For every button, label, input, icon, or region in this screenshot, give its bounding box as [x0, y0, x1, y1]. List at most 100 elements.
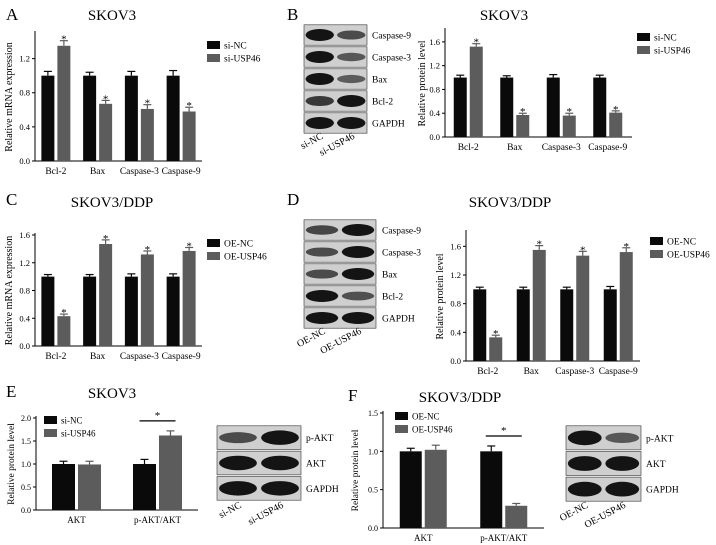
significance-star: *: [537, 239, 543, 251]
bar: [57, 316, 71, 346]
blot-band: [219, 432, 257, 444]
blot-row-label: AKT: [306, 460, 326, 470]
panel-letter-d: D: [287, 190, 299, 209]
blot-band: [605, 432, 640, 444]
chart-title-f: SKOV3/DDP: [419, 390, 502, 406]
y-tick-label: 0.5: [368, 486, 378, 495]
y-tick-label: 1.5: [368, 409, 378, 418]
bar: [124, 276, 138, 346]
y-tick-label: 0.0: [19, 156, 30, 166]
significance-star: *: [61, 34, 67, 46]
blot-band: [337, 30, 366, 40]
bar: [473, 289, 487, 361]
blots-layer: Caspase-9 Caspase-3 Bax Bcl-2 GAPDH si-NC si-U…: [216, 24, 679, 531]
x-tick-label: Caspase-9: [162, 167, 201, 177]
blot-row-label: p-AKT: [646, 434, 674, 444]
y-tick-label: 1.2: [19, 54, 30, 64]
significance-star: *: [493, 328, 499, 340]
chart-c: 0.0 0.4 0.8 1.2 1.6 Relative mRNA expression *…: [4, 230, 267, 362]
significance-star: *: [580, 244, 586, 256]
legend-swatch: [395, 412, 408, 420]
y-axis-label: Relative mRNA expression: [4, 42, 15, 151]
bar: [52, 464, 75, 510]
blot-band: [341, 246, 375, 258]
chart-title-e: SKOV3: [88, 386, 136, 402]
legend-swatch: [637, 33, 650, 41]
y-tick-label: 0.0: [450, 356, 461, 366]
bar: [469, 46, 483, 138]
legend-label: si-USP46: [654, 47, 691, 57]
y-tick-label: 0.0: [429, 132, 440, 142]
significance-star: *: [567, 106, 573, 118]
significance-star: *: [61, 307, 67, 319]
x-tick-label: Caspase-3: [542, 143, 581, 153]
significance-star: *: [103, 93, 109, 105]
blot-band: [567, 481, 602, 497]
x-tick-label: Bax: [90, 167, 106, 177]
blot-row-label: Bcl-2: [372, 98, 393, 108]
bar: [576, 255, 590, 361]
blot-band: [337, 74, 366, 84]
bar: [99, 244, 113, 346]
x-tick-label: Caspase-3: [555, 367, 594, 377]
x-tick-label: Bcl-2: [45, 352, 66, 362]
legend-label: si-USP46: [224, 55, 261, 65]
panel-letter-b: B: [287, 5, 298, 24]
bar: [166, 276, 180, 346]
bar: [516, 289, 530, 361]
bar: [182, 111, 196, 161]
bar: [166, 75, 180, 161]
western-blot-b: Caspase-9Caspase-3BaxBcl-2GAPDHsi-NCsi-U…: [299, 24, 411, 159]
y-tick-label: 0.8: [429, 84, 440, 94]
blot-row-label: Bax: [372, 76, 388, 86]
blot-row-label: Bax: [382, 271, 398, 281]
bar: [453, 77, 467, 137]
bar: [593, 77, 607, 137]
blot-band: [341, 291, 375, 301]
legend-swatch: [44, 416, 57, 424]
x-tick-label: Caspase-9: [588, 143, 627, 153]
blot-band: [341, 224, 375, 236]
blot-row-label: Caspase-3: [382, 249, 421, 259]
blot-row-label: Caspase-3: [372, 54, 411, 64]
blot-band: [219, 455, 257, 471]
y-tick-label: 1.2: [450, 270, 461, 280]
significance-star: *: [624, 241, 630, 253]
y-tick-label: 0.0: [21, 506, 31, 515]
blot-band: [567, 430, 602, 446]
bar: [609, 112, 623, 137]
bar: [480, 451, 503, 528]
y-tick-label: 0.5: [21, 483, 31, 492]
blot-band: [337, 117, 366, 129]
blot-band: [305, 269, 339, 279]
y-axis-label: Relative protein level: [417, 40, 428, 126]
bar: [603, 289, 617, 361]
chart-title-a: SKOV3: [88, 8, 136, 24]
panel-letter-f: F: [348, 386, 357, 405]
legend-label: OE-NC: [224, 240, 253, 250]
legend-label: OE-NC: [412, 412, 440, 422]
blot-lane-label: si-NC: [217, 500, 244, 521]
blot-lane-label: OE-USP46: [583, 500, 628, 531]
x-tick-label: Caspase-3: [120, 167, 159, 177]
y-tick-label: 1.0: [21, 460, 31, 469]
blot-band: [605, 481, 640, 497]
blot-band: [305, 247, 339, 257]
blot-band: [305, 312, 339, 324]
blot-band: [305, 29, 334, 41]
blot-row-label: GAPDH: [372, 120, 405, 130]
bar: [41, 276, 55, 346]
legend-swatch: [44, 429, 57, 437]
blot-row-label: GAPDH: [646, 486, 679, 496]
y-tick-label: 1.0: [368, 447, 378, 456]
blot-band: [337, 52, 366, 62]
chart-f: 0.0 0.5 1.0 1.5 Relative protein level AKT p-A…: [351, 409, 544, 543]
blot-band: [305, 290, 339, 302]
blot-band: [261, 430, 299, 445]
bar: [424, 449, 447, 528]
significance-star: *: [520, 106, 526, 118]
y-tick-label: 1.2: [429, 61, 440, 71]
y-tick-label: 0.0: [368, 524, 378, 533]
